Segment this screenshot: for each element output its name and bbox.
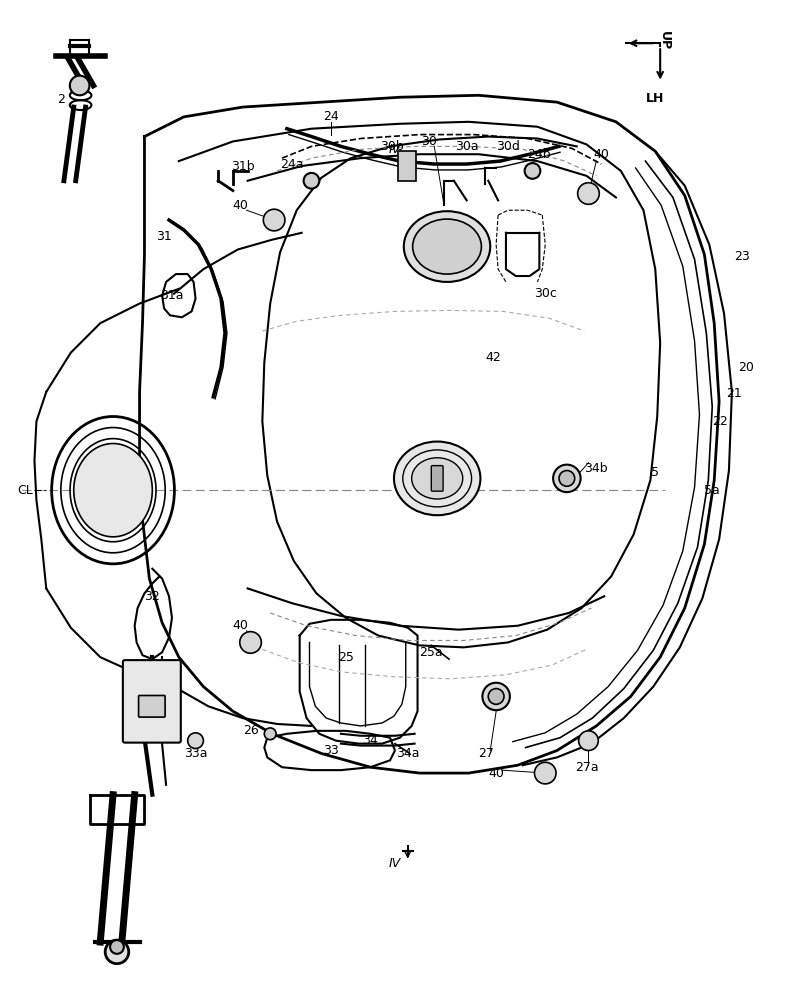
FancyBboxPatch shape [398, 151, 415, 181]
Text: IV: IV [389, 143, 401, 156]
FancyBboxPatch shape [123, 660, 181, 743]
Text: 21: 21 [726, 387, 742, 400]
Circle shape [488, 689, 504, 704]
Text: 5: 5 [652, 466, 659, 479]
Circle shape [579, 731, 598, 750]
Text: 33a: 33a [184, 747, 207, 760]
Text: CL: CL [16, 484, 32, 497]
Text: 42: 42 [485, 351, 501, 364]
Text: 27a: 27a [575, 761, 598, 774]
Circle shape [265, 728, 276, 740]
Text: 30b: 30b [380, 140, 404, 153]
Text: 34: 34 [363, 734, 378, 747]
Text: 25: 25 [338, 651, 354, 664]
Text: 30c: 30c [534, 287, 557, 300]
Text: 33: 33 [323, 744, 339, 757]
Text: 22: 22 [712, 415, 728, 428]
Circle shape [482, 683, 510, 710]
Text: 2: 2 [57, 93, 65, 106]
Text: 24b: 24b [528, 148, 551, 161]
Circle shape [304, 173, 319, 189]
Text: 34a: 34a [396, 747, 419, 760]
Circle shape [578, 183, 599, 204]
Text: IV: IV [389, 857, 401, 870]
Text: 25a: 25a [419, 646, 443, 659]
Circle shape [524, 163, 540, 179]
Text: 32: 32 [144, 590, 160, 603]
Ellipse shape [74, 444, 152, 537]
Text: 31b: 31b [231, 160, 254, 173]
Text: UP: UP [658, 31, 671, 50]
Circle shape [559, 471, 575, 486]
Text: 34b: 34b [585, 462, 608, 475]
Text: 23: 23 [734, 250, 750, 263]
Circle shape [263, 209, 285, 231]
Text: 31a: 31a [160, 289, 184, 302]
Text: 40: 40 [488, 767, 504, 780]
Text: 24: 24 [323, 110, 339, 123]
Circle shape [110, 940, 124, 954]
Ellipse shape [394, 442, 480, 515]
Circle shape [105, 940, 129, 964]
Text: 30d: 30d [496, 140, 520, 153]
Text: 40: 40 [593, 148, 609, 161]
Circle shape [553, 465, 581, 492]
Text: 30: 30 [422, 135, 437, 148]
Circle shape [188, 733, 203, 749]
FancyBboxPatch shape [431, 466, 443, 491]
Text: 27: 27 [478, 747, 495, 760]
Text: 40: 40 [233, 199, 249, 212]
Ellipse shape [403, 211, 491, 282]
Text: 26: 26 [243, 724, 258, 737]
Circle shape [70, 76, 89, 95]
Text: 31: 31 [156, 230, 172, 243]
Text: 30a: 30a [455, 140, 479, 153]
Ellipse shape [413, 219, 481, 274]
Text: 5a: 5a [704, 484, 720, 497]
FancyBboxPatch shape [139, 695, 165, 717]
Text: 24a: 24a [280, 158, 304, 171]
Ellipse shape [411, 458, 462, 499]
Circle shape [239, 632, 261, 653]
Text: 40: 40 [233, 619, 249, 632]
Circle shape [535, 762, 556, 784]
Text: LH: LH [646, 92, 664, 105]
Text: 20: 20 [738, 361, 754, 374]
